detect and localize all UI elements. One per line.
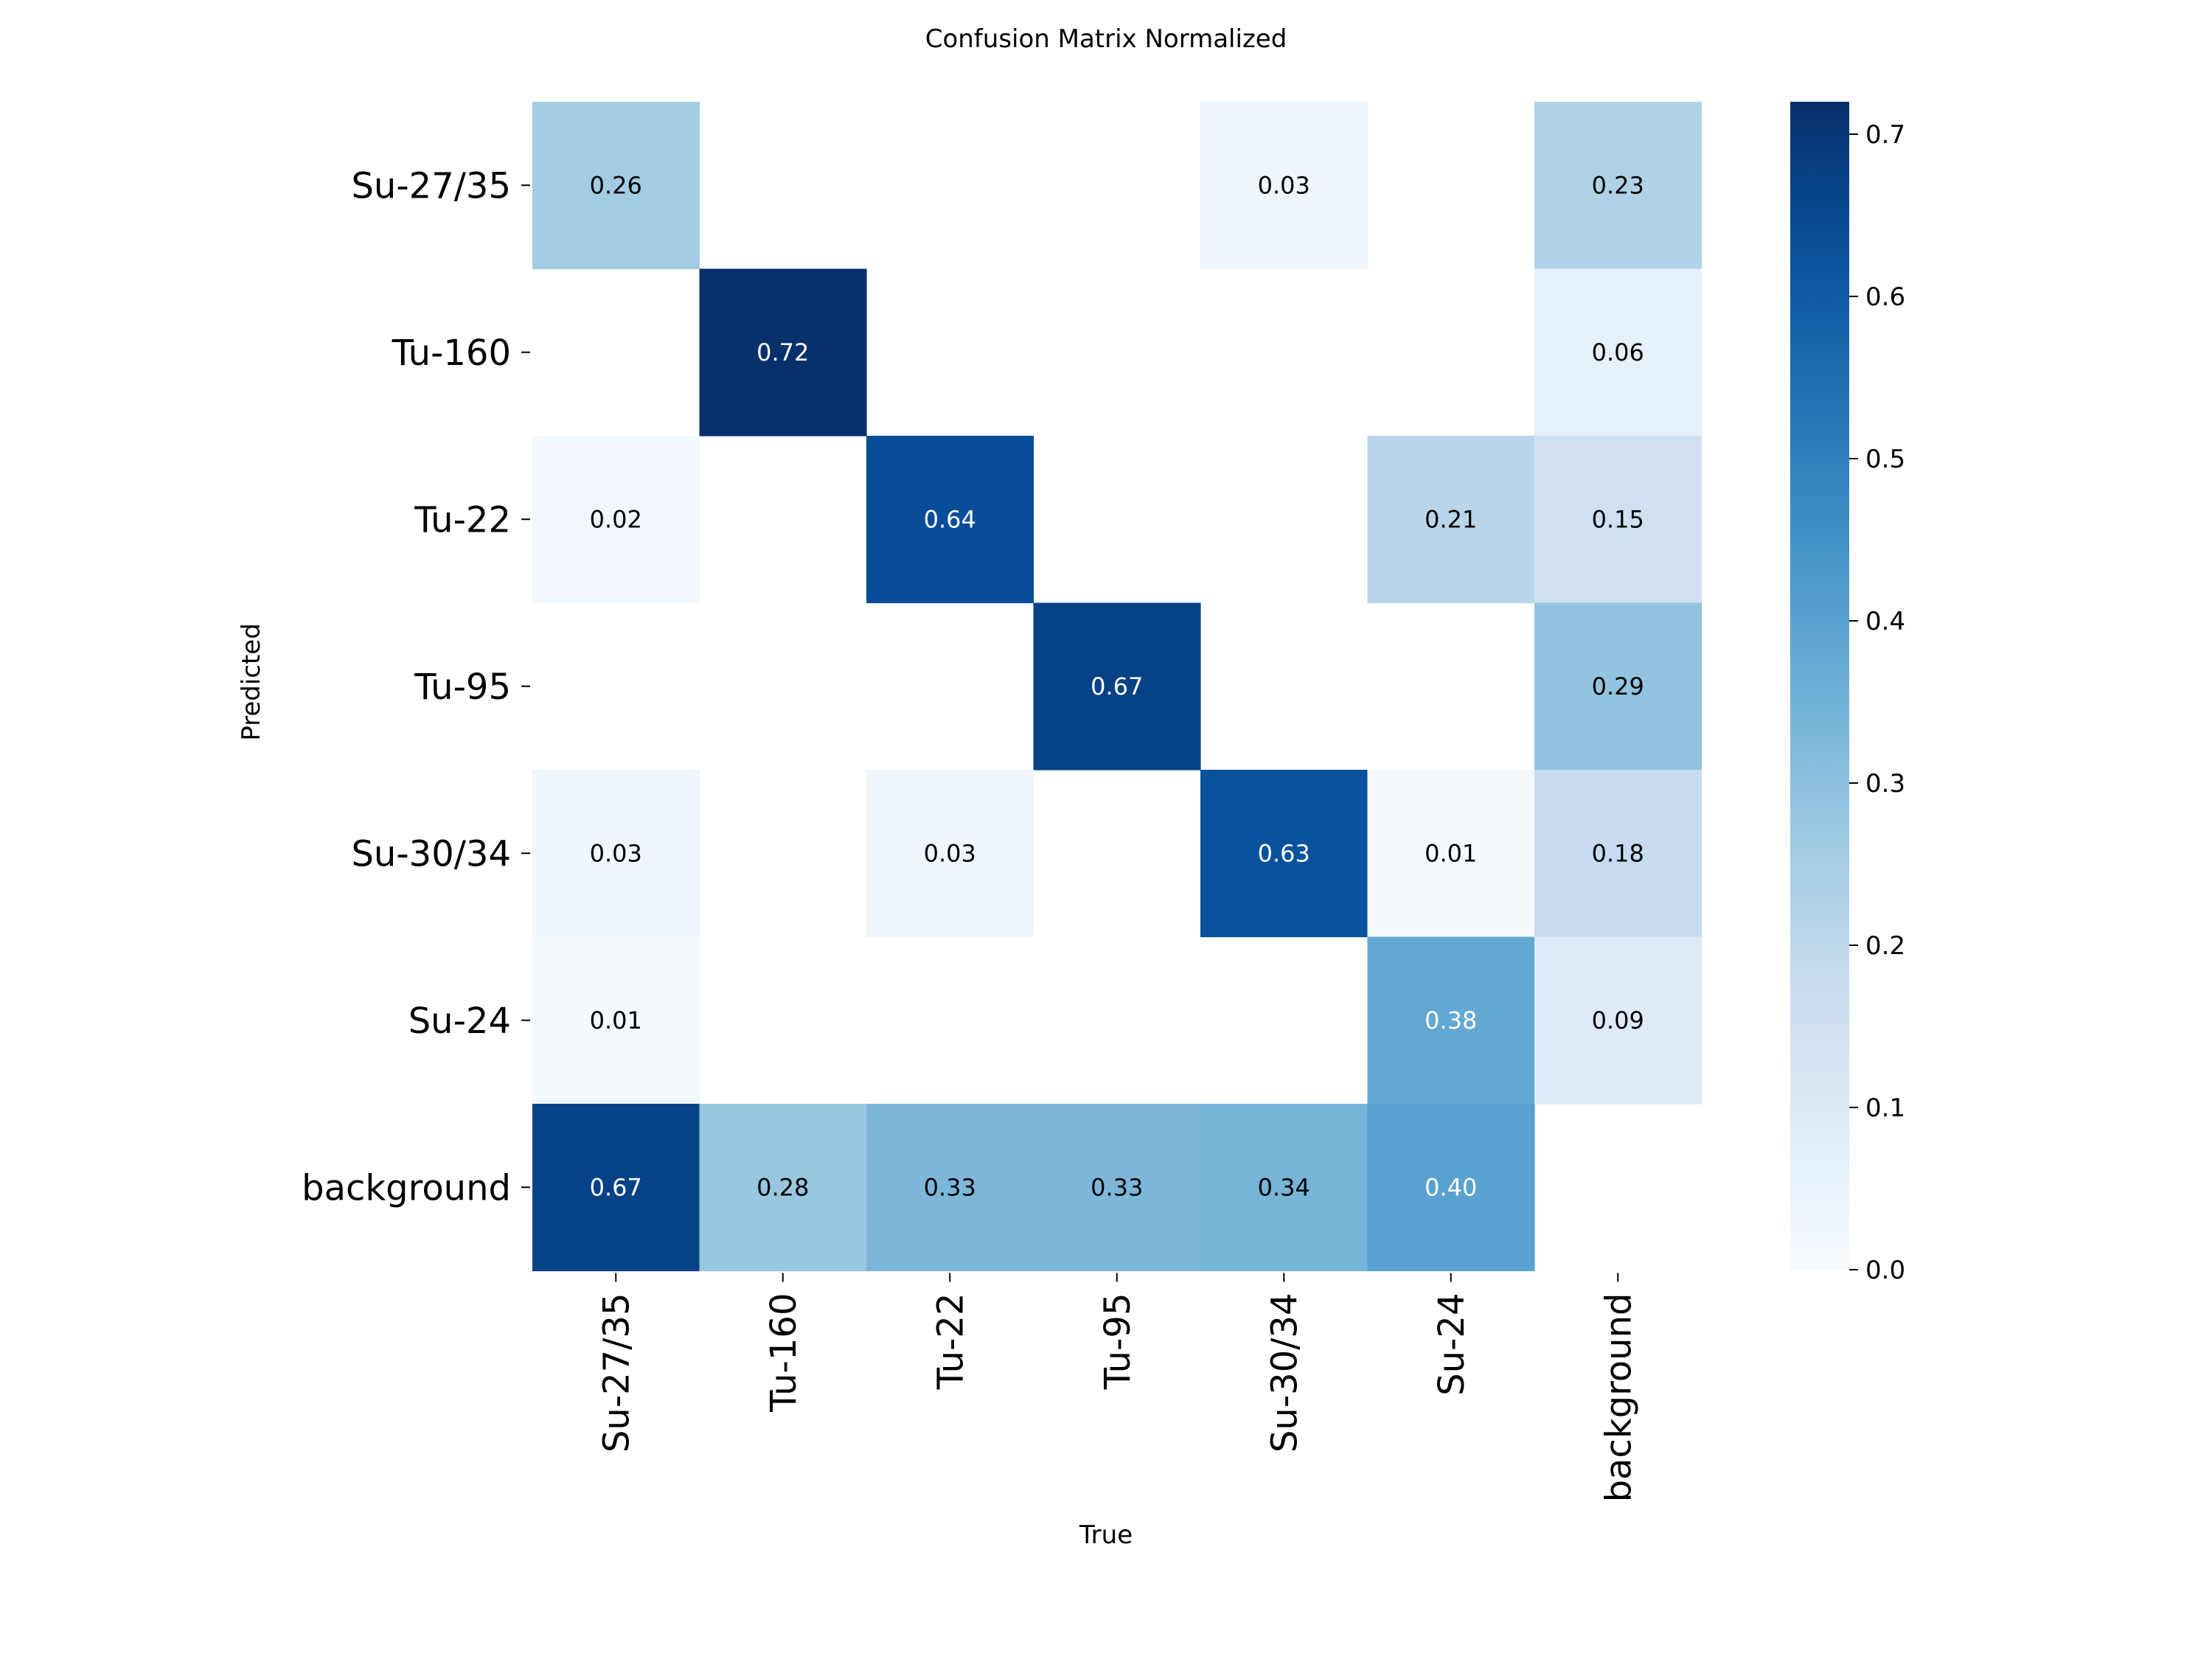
colorbar-gradient [1790, 102, 1849, 1270]
colorbar-tick-label: 0.5 [1865, 445, 1905, 474]
cell-value-label: 0.67 [1091, 672, 1143, 700]
heatmap-cell [1367, 770, 1535, 938]
heatmap-cell-labels: 0.26 0.03 0.23 0.72 0.06 0.02 0.64 0.21 0.15 0.67… [590, 171, 1644, 1201]
cell-value-label: 0.64 [924, 505, 976, 533]
cell-value-label: 0.63 [1258, 839, 1310, 867]
x-tick-label: Su-27/35 [596, 1293, 637, 1453]
heatmap-cell [1534, 770, 1703, 938]
cell-value-label: 0.34 [1258, 1173, 1310, 1201]
heatmap-cell [1534, 436, 1703, 604]
y-tick-label: Tu-160 [392, 333, 511, 374]
x-tick-label: Su-30/34 [1264, 1293, 1305, 1453]
heatmap-cell [1200, 102, 1368, 270]
heatmap-cell [1534, 602, 1703, 771]
x-tick-label: background [1598, 1293, 1639, 1503]
cell-value-label: 0.09 [1592, 1006, 1644, 1034]
heatmap-cell [1200, 770, 1368, 938]
heatmap-cell [1367, 436, 1535, 604]
heatmap-cell [1367, 936, 1535, 1105]
colorbar-tick-label: 0.6 [1865, 282, 1905, 312]
x-axis: Su-27/35 Tu-160 Tu-22 Tu-95 Su-30/34 Su-24 bac… [596, 1273, 1639, 1503]
heatmap-cell [1534, 102, 1703, 270]
heatmap-cell [699, 1104, 867, 1272]
heatmap-cell [1534, 936, 1703, 1105]
heatmap-cell [866, 436, 1034, 604]
cell-value-label: 0.03 [924, 839, 976, 867]
chart-title: Confusion Matrix Normalized [925, 24, 1287, 54]
y-tick-label: Su-24 [408, 1001, 511, 1042]
cell-value-label: 0.18 [1592, 839, 1644, 867]
cell-value-label: 0.15 [1592, 505, 1644, 533]
heatmap-cell [532, 1104, 700, 1272]
heatmap-cell [532, 936, 700, 1105]
colorbar-tick-label: 0.3 [1865, 769, 1905, 799]
cell-value-label: 0.38 [1425, 1006, 1477, 1034]
y-axis-label: Predicted [237, 623, 266, 741]
y-tick-label: Tu-95 [414, 667, 511, 708]
heatmap-cell [866, 770, 1034, 938]
cell-value-label: 0.33 [1091, 1173, 1143, 1201]
y-tick-label: Tu-22 [414, 499, 511, 540]
cell-value-label: 0.03 [590, 839, 642, 867]
cell-value-label: 0.01 [590, 1006, 642, 1034]
cell-value-label: 0.06 [1592, 338, 1644, 366]
heatmap-cell [1534, 268, 1703, 437]
x-tick-label: Tu-160 [763, 1293, 804, 1413]
y-tick-label: background [302, 1167, 511, 1208]
colorbar-tick-label: 0.7 [1865, 120, 1905, 150]
cell-value-label: 0.40 [1425, 1173, 1477, 1201]
colorbar-tick-label: 0.2 [1865, 931, 1905, 961]
colorbar: 0.0 0.1 0.2 0.3 0.4 0.5 0.6 0.7 [1790, 102, 1905, 1285]
heatmap-cell [1367, 1104, 1535, 1272]
heatmap-cell [866, 1104, 1034, 1272]
y-tick-label: Su-27/35 [351, 165, 511, 206]
heatmap-cell [532, 770, 700, 938]
cell-value-label: 0.33 [924, 1173, 976, 1201]
cell-value-label: 0.28 [757, 1173, 809, 1201]
x-tick-label: Su-24 [1431, 1293, 1472, 1396]
cell-value-label: 0.67 [590, 1173, 642, 1201]
y-axis: Su-27/35 Tu-160 Tu-22 Tu-95 Su-30/34 Su-24 bac… [302, 165, 530, 1208]
heatmap-cell [532, 436, 700, 604]
x-tick-label: Tu-95 [1097, 1293, 1138, 1391]
cell-value-label: 0.21 [1425, 505, 1477, 533]
colorbar-tick-label: 0.1 [1865, 1093, 1905, 1123]
x-axis-label: True [1079, 1520, 1133, 1550]
cell-value-label: 0.23 [1592, 171, 1644, 199]
heatmap-cell [699, 268, 867, 437]
heatmap-cell [532, 102, 700, 270]
heatmap-cell [1200, 1104, 1368, 1272]
cell-value-label: 0.03 [1258, 171, 1310, 199]
y-tick-label: Su-30/34 [351, 833, 511, 874]
colorbar-tick-label: 0.0 [1865, 1256, 1905, 1285]
heatmap-cell [1033, 1104, 1201, 1272]
cell-value-label: 0.01 [1425, 839, 1477, 867]
cell-value-label: 0.29 [1592, 672, 1644, 700]
cell-value-label: 0.72 [757, 338, 809, 366]
x-tick-label: Tu-22 [930, 1293, 971, 1391]
heatmap-cells [532, 102, 1703, 1272]
cell-value-label: 0.26 [590, 171, 642, 199]
colorbar-tick-label: 0.4 [1865, 607, 1905, 636]
cell-value-label: 0.02 [590, 505, 642, 533]
heatmap-cell [1033, 602, 1201, 771]
